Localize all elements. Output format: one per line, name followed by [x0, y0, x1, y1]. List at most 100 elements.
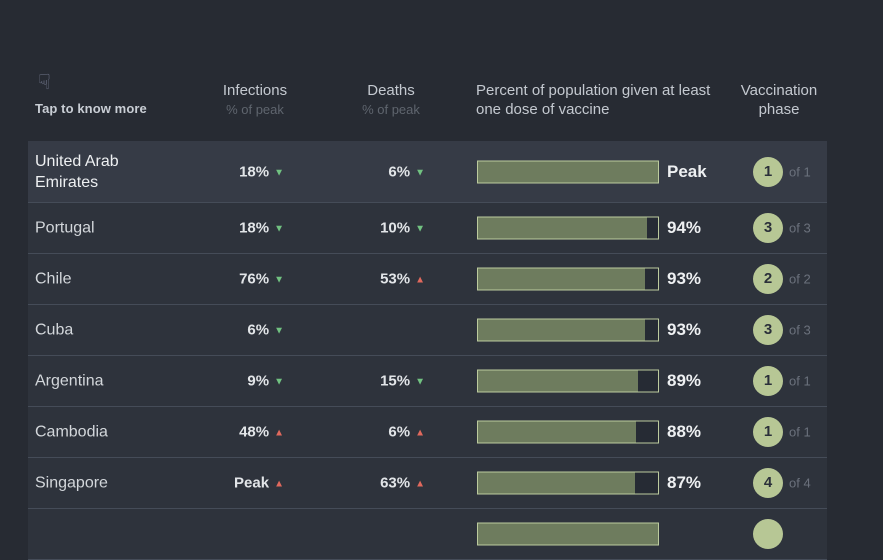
vaccination-phase-badge: 4	[753, 468, 783, 498]
phase-of-label: of 3	[789, 220, 811, 236]
deaths-trend-icon: ▼	[415, 223, 425, 235]
vaccine-bar-fill	[478, 370, 639, 392]
deaths-cell: 10% ▼	[380, 220, 425, 237]
table-row[interactable]: Argentina 9% ▼ 15% ▼ 89% 1 of 1	[28, 356, 827, 407]
phase-of-label: of 1	[789, 424, 811, 440]
deaths-value: 63%	[380, 474, 411, 492]
country-name: Argentina	[35, 372, 104, 390]
deaths-cell: 15% ▼	[380, 373, 425, 390]
phase-of-label: of 3	[789, 322, 811, 338]
deaths-trend-icon: ▲	[415, 427, 425, 439]
deaths-value: 10%	[380, 219, 411, 237]
infections-cell: 76% ▼	[239, 271, 284, 288]
vaccine-bar-track	[477, 267, 659, 291]
infections-header-label: Infections	[222, 82, 288, 99]
deaths-value: 6%	[388, 163, 411, 180]
column-header-infections: Infections % of peak	[195, 81, 315, 119]
column-header-vaccination-phase: Vaccination phase	[723, 81, 835, 119]
table-row[interactable]: United Arab Emirates 18% ▼ 6% ▼ Peak 1 of …	[28, 141, 827, 203]
table-row[interactable]: Portugal 18% ▼ 10% ▼ 94% 3 of 3	[28, 203, 827, 254]
vaccine-value-label: 94%	[667, 218, 702, 237]
country-name: United Arab Emirates	[35, 152, 119, 191]
vaccine-bar-track	[477, 369, 659, 393]
table-row[interactable]: Cambodia 48% ▲ 6% ▲ 88% 1 of 1	[28, 407, 827, 458]
infections-cell: 48% ▲	[239, 424, 284, 441]
vaccine-bar-fill	[478, 472, 635, 494]
vaccination-phase-badge	[753, 519, 783, 549]
vaccine-bar-track	[477, 471, 659, 495]
deaths-trend-icon: ▼	[415, 376, 425, 388]
deaths-trend-icon: ▲	[415, 274, 425, 286]
infections-value: 18%	[239, 163, 270, 180]
table-header: ☟ Tap to know more Infections % of peak …	[28, 0, 827, 141]
deaths-trend-icon: ▼	[415, 167, 425, 178]
table-row[interactable]: Cuba 6% ▼ 93% 3 of 3	[28, 305, 827, 356]
infections-trend-icon: ▲	[274, 427, 284, 439]
infections-trend-icon: ▼	[274, 167, 284, 178]
deaths-value: 15%	[380, 372, 411, 390]
infections-cell: 9% ▼	[247, 373, 284, 390]
infections-cell: 6% ▼	[247, 322, 284, 339]
country-name: Chile	[35, 270, 72, 288]
table-row[interactable]	[28, 509, 827, 560]
vaccine-bar-track	[477, 160, 659, 183]
vaccine-bar-fill	[478, 319, 646, 341]
phase-header-line1: Vaccination	[740, 82, 818, 99]
infections-trend-icon: ▼	[274, 376, 284, 388]
vaccine-bar-track	[477, 522, 659, 546]
vaccine-value-label: Peak	[667, 161, 707, 181]
vaccination-phase-badge: 2	[753, 264, 783, 294]
deaths-cell: 63% ▲	[380, 475, 425, 492]
vaccine-value-label: 93%	[667, 269, 702, 288]
infections-value: Peak	[234, 474, 270, 492]
deaths-cell: 6% ▼	[388, 163, 425, 180]
country-name: Portugal	[35, 219, 95, 237]
infections-trend-icon: ▼	[274, 274, 284, 286]
infections-value: 6%	[247, 321, 270, 339]
vaccine-bar-track	[477, 216, 659, 240]
infections-trend-icon: ▼	[274, 325, 284, 337]
phase-header-line2: phase	[758, 101, 800, 118]
deaths-cell: 53% ▲	[380, 271, 425, 288]
vaccine-header-line2: one dose of vaccine	[476, 101, 610, 118]
vaccination-phase-badge: 3	[753, 213, 783, 243]
infections-value: 9%	[247, 372, 270, 390]
deaths-cell: 6% ▲	[388, 424, 425, 441]
vaccine-bar-track	[477, 318, 659, 342]
infections-trend-icon: ▲	[274, 478, 284, 490]
vaccine-value-label: 87%	[667, 473, 702, 492]
phase-of-label: of 2	[789, 271, 811, 287]
vaccine-bar-fill	[478, 523, 658, 545]
pointing-hand-down-icon: ☟	[38, 71, 51, 94]
vaccination-phase-badge: 1	[753, 156, 783, 187]
infections-header-sub: % of peak	[226, 102, 284, 117]
table-rows: United Arab Emirates 18% ▼ 6% ▼ Peak 1 of …	[28, 141, 827, 560]
phase-of-label: of 1	[789, 373, 811, 389]
infections-cell: 18% ▼	[239, 220, 284, 237]
vaccine-bar-fill	[478, 268, 646, 290]
table-row[interactable]: Singapore Peak ▲ 63% ▲ 87% 4 of 4	[28, 458, 827, 509]
vaccination-tracker-table: ☟ Tap to know more Infections % of peak …	[28, 0, 827, 560]
vaccine-bar-fill	[478, 161, 658, 182]
phase-of-label: of 4	[789, 475, 811, 491]
deaths-header-label: Deaths	[367, 82, 415, 99]
deaths-value: 6%	[388, 423, 411, 441]
table-row[interactable]: Chile 76% ▼ 53% ▲ 93% 2 of 2	[28, 254, 827, 305]
country-name: Cuba	[35, 321, 74, 339]
vaccination-phase-badge: 1	[753, 417, 783, 447]
vaccine-bar-fill	[478, 217, 648, 239]
column-header-vaccine-dose: Percent of population given at least one…	[476, 81, 736, 119]
vaccine-header-line1: Percent of population given at least	[476, 82, 711, 99]
deaths-header-sub: % of peak	[362, 102, 420, 117]
phase-of-label: of 1	[789, 164, 811, 179]
infections-value: 76%	[239, 270, 270, 288]
vaccine-value-label: 89%	[667, 371, 702, 390]
infections-cell: Peak ▲	[234, 475, 284, 492]
infections-value: 48%	[239, 423, 270, 441]
deaths-value: 53%	[380, 270, 411, 288]
vaccination-phase-badge: 3	[753, 315, 783, 345]
country-name: Singapore	[35, 474, 108, 492]
vaccine-value-label: 88%	[667, 422, 702, 441]
infections-value: 18%	[239, 219, 270, 237]
column-header-deaths: Deaths % of peak	[331, 81, 451, 119]
